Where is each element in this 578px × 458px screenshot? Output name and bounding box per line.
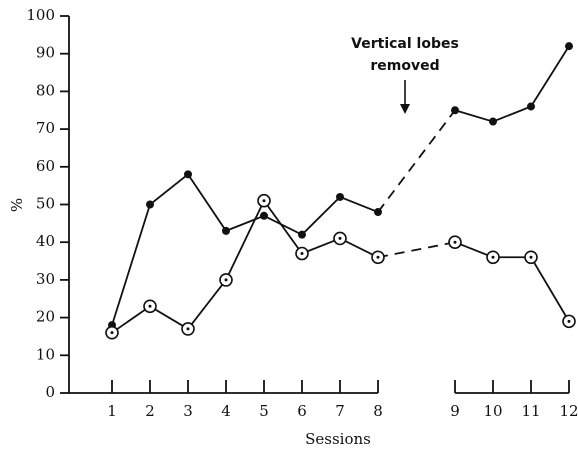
marker-dot (338, 236, 342, 240)
y-tick-label: 0 (45, 383, 55, 401)
marker-dot (376, 255, 380, 259)
series-line (454, 241, 570, 322)
y-tick-label: 50 (36, 195, 55, 213)
y-tick-label: 30 (36, 270, 55, 288)
series-line (111, 198, 379, 334)
marker (489, 117, 497, 126)
annotation-line: removed (370, 58, 439, 74)
marker (298, 230, 306, 239)
marker (184, 170, 192, 179)
marker-dot (529, 255, 533, 259)
marker-dot (262, 199, 266, 203)
y-tick-label: 20 (36, 308, 55, 326)
marker (222, 226, 230, 235)
marker-dot (148, 304, 152, 308)
marker-dot (567, 319, 571, 323)
marker (565, 42, 573, 51)
marker (336, 192, 344, 201)
marker (527, 102, 535, 111)
annotation-arrowhead (400, 104, 410, 114)
y-tick-label: 100 (26, 6, 55, 24)
marker (260, 211, 268, 220)
marker (374, 208, 382, 217)
marker (451, 106, 459, 115)
x-tick-label: 10 (483, 402, 502, 420)
marker-dot (300, 252, 304, 256)
marker-dot (224, 278, 228, 282)
series-line (377, 109, 456, 213)
x-tick-label: 7 (335, 402, 345, 420)
y-tick-label: 10 (36, 345, 55, 363)
marker-dot (453, 240, 457, 244)
x-tick-label: 11 (521, 402, 540, 420)
y-tick-label: 90 (36, 44, 55, 62)
marker-dot (491, 255, 495, 259)
series-line (377, 241, 456, 259)
series-line (111, 173, 379, 326)
x-tick-label: 1 (107, 402, 117, 420)
x-tick-label: 2 (145, 402, 155, 420)
x-tick-label: 9 (450, 402, 460, 420)
x-tick-label: 3 (183, 402, 193, 420)
marker (146, 200, 154, 209)
x-axis-label: Sessions (305, 430, 371, 448)
annotation-line: Vertical lobes (351, 36, 459, 52)
marker-dot (110, 331, 114, 335)
x-tick-label: 12 (559, 402, 578, 420)
x-tick-label: 4 (221, 402, 231, 420)
y-axis-label: % (8, 198, 26, 212)
y-tick-label: 40 (36, 232, 55, 250)
x-tick-label: 8 (373, 402, 383, 420)
x-tick-label: 5 (259, 402, 269, 420)
series-line (454, 45, 570, 123)
y-tick-label: 70 (36, 119, 55, 137)
marker-dot (186, 327, 190, 331)
y-tick-label: 80 (36, 81, 55, 99)
x-tick-label: 6 (297, 402, 307, 420)
y-tick-label: 60 (36, 157, 55, 175)
